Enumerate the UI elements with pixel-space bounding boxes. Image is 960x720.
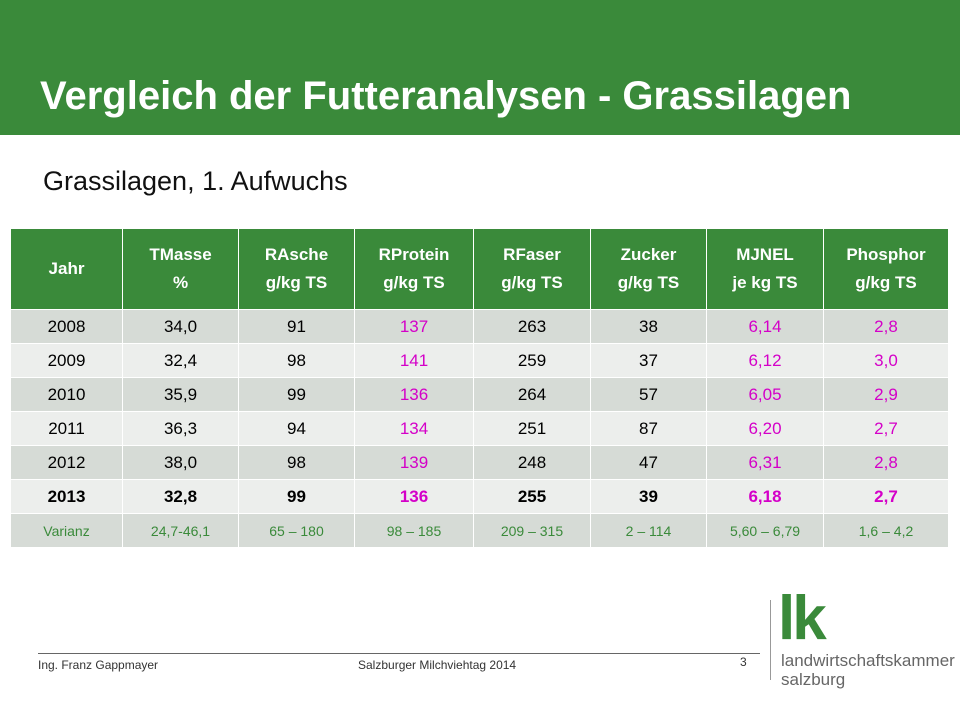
table-cell: 98 – 185 <box>354 513 474 548</box>
table-cell: 2,8 <box>823 445 949 480</box>
table-cell: 141 <box>354 343 474 378</box>
table-cell: 91 <box>238 309 355 344</box>
slide-title: Vergleich der Futteranalysen - Grassilag… <box>40 74 852 118</box>
table-cell: 2010 <box>10 377 123 412</box>
table-cell: 34,0 <box>122 309 239 344</box>
table-row: 2008 34,0 91 137 263 38 6,14 2,8 <box>10 309 949 344</box>
table-cell: 2009 <box>10 343 123 378</box>
slide-subtitle: Grassilagen, 1. Aufwuchs <box>43 166 348 196</box>
table-cell: 39 <box>590 479 707 514</box>
table-cell: 248 <box>473 445 591 480</box>
table-cell: 6,31 <box>706 445 824 480</box>
table-cell: 47 <box>590 445 707 480</box>
header-rfaser: RFaser g/kg TS <box>473 228 591 310</box>
table-row: 2009 32,4 98 141 259 37 6,12 3,0 <box>10 343 949 378</box>
table-cell: 2,7 <box>823 411 949 446</box>
table-cell: 24,7-46,1 <box>122 513 239 548</box>
feed-analysis-table: Jahr TMasse% RAsche g/kg TS RProtein g/kg … <box>10 228 949 548</box>
logo-divider <box>770 600 771 680</box>
table-cell: 137 <box>354 309 474 344</box>
table-cell: 6,05 <box>706 377 824 412</box>
table-cell: 2,7 <box>823 479 949 514</box>
header-tmasse: TMasse% <box>122 228 239 310</box>
table-cell: 99 <box>238 377 355 412</box>
table-cell: 2,8 <box>823 309 949 344</box>
table-cell: 1,6 – 4,2 <box>823 513 949 548</box>
logo-text-line1: landwirtschaftskammer <box>781 651 955 670</box>
table-row: 2011 36,3 94 134 251 87 6,20 2,7 <box>10 411 949 446</box>
header-rprotein: RProtein g/kg TS <box>354 228 474 310</box>
header-phosphor: Phosphor g/kg TS <box>823 228 949 310</box>
table-cell: 38,0 <box>122 445 239 480</box>
table-row: 2012 38,0 98 139 248 47 6,31 2,8 <box>10 445 949 480</box>
table-cell: 2013 <box>10 479 123 514</box>
table-row: 2010 35,9 99 136 264 57 6,05 2,9 <box>10 377 949 412</box>
footer-author: Ing. Franz Gappmayer <box>38 658 159 672</box>
table-cell: 6,14 <box>706 309 824 344</box>
table-cell: 136 <box>354 479 474 514</box>
table-cell: 2,9 <box>823 377 949 412</box>
title-bar <box>0 0 960 135</box>
table-cell: 264 <box>473 377 591 412</box>
table-row-variance: Varianz 24,7-46,1 65 – 180 98 – 185 209 … <box>10 513 949 548</box>
table-cell: 5,60 – 6,79 <box>706 513 824 548</box>
footer-event: Salzburger Milchviehtag 2014 <box>358 658 517 672</box>
logo-text-line2: salzburg <box>781 670 846 689</box>
table-cell: 6,18 <box>706 479 824 514</box>
table-cell: 2008 <box>10 309 123 344</box>
table-cell: 35,9 <box>122 377 239 412</box>
table-cell: 259 <box>473 343 591 378</box>
table-cell: 2 – 114 <box>590 513 707 548</box>
table-cell: 255 <box>473 479 591 514</box>
table-cell: 2012 <box>10 445 123 480</box>
header-zucker: Zucker g/kg TS <box>590 228 707 310</box>
table-cell: 65 – 180 <box>238 513 355 548</box>
table-cell: 98 <box>238 343 355 378</box>
table-cell: Varianz <box>10 513 123 548</box>
table-cell: 139 <box>354 445 474 480</box>
table-cell: 2011 <box>10 411 123 446</box>
header-jahr: Jahr <box>10 228 123 310</box>
table-cell: 32,8 <box>122 479 239 514</box>
table-cell: 32,4 <box>122 343 239 378</box>
footer-divider <box>38 653 760 654</box>
table-cell: 6,12 <box>706 343 824 378</box>
lk-logo-mark: lk <box>778 584 827 653</box>
table-row-current-year: 2013 32,8 99 136 255 39 6,18 2,7 <box>10 479 949 514</box>
header-mjnel: MJNEL je kg TS <box>706 228 824 310</box>
table-cell: 38 <box>590 309 707 344</box>
table-header-row: Jahr TMasse% RAsche g/kg TS RProtein g/kg … <box>10 228 949 310</box>
table-cell: 57 <box>590 377 707 412</box>
table-cell: 136 <box>354 377 474 412</box>
header-rasche: RAsche g/kg TS <box>238 228 355 310</box>
table-cell: 36,3 <box>122 411 239 446</box>
table-cell: 98 <box>238 445 355 480</box>
table-cell: 37 <box>590 343 707 378</box>
table-cell: 87 <box>590 411 707 446</box>
table-cell: 99 <box>238 479 355 514</box>
table-cell: 134 <box>354 411 474 446</box>
table-cell: 3,0 <box>823 343 949 378</box>
page-number: 3 <box>740 655 747 669</box>
table-cell: 209 – 315 <box>473 513 591 548</box>
table-cell: 263 <box>473 309 591 344</box>
table-cell: 251 <box>473 411 591 446</box>
table-cell: 94 <box>238 411 355 446</box>
table-cell: 6,20 <box>706 411 824 446</box>
